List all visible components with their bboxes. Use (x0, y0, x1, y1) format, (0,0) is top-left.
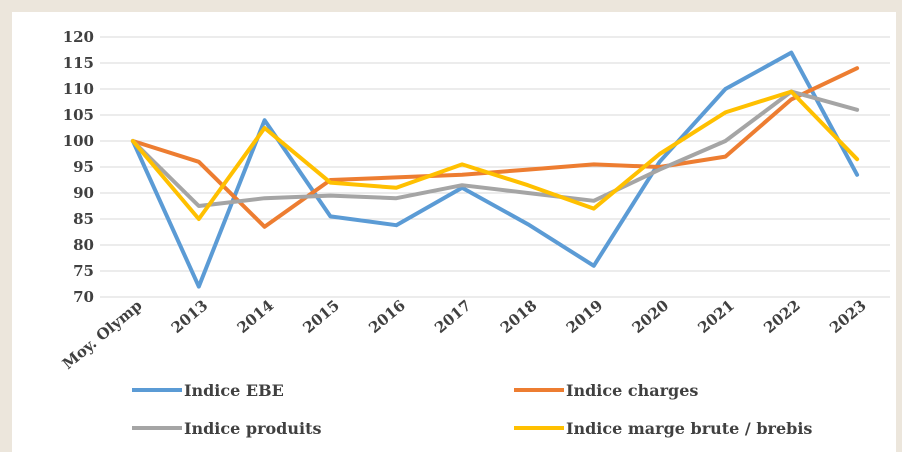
y-tick-label-110: 110 (63, 80, 94, 98)
y-tick-label-105: 105 (63, 106, 94, 124)
legend-label-indice-charges: Indice charges (566, 381, 698, 400)
series-line-indice-produits (130, 89, 860, 208)
y-tick-label-100: 100 (63, 132, 94, 150)
x-tick-label-2017: 2017 (431, 296, 475, 337)
y-tick-label-80: 80 (73, 236, 94, 254)
x-tick-label-2013: 2013 (168, 296, 212, 337)
x-tick-label-2015: 2015 (299, 296, 343, 337)
y-tick-label-95: 95 (73, 158, 94, 176)
x-tick-label-2022: 2022 (760, 296, 804, 337)
y-tick-label-120: 120 (63, 28, 94, 46)
legend-label-indice-produits: Indice produits (184, 419, 321, 438)
x-tick-label-2020: 2020 (629, 296, 673, 337)
y-tick-label-115: 115 (63, 54, 94, 72)
legend-label-indice-marge-brute-brebis: Indice marge brute / brebis (566, 419, 812, 438)
legend-label-indice-ebe: Indice EBE (184, 381, 284, 400)
y-tick-label-85: 85 (73, 210, 94, 228)
x-tick-label-2016: 2016 (365, 296, 409, 337)
series-line-indice-marge-brute-brebis (130, 89, 860, 221)
x-tick-label-2019: 2019 (563, 296, 607, 337)
y-tick-label-90: 90 (73, 184, 94, 202)
x-tick-label-moy-olymp: Moy. Olymp (59, 296, 146, 373)
y-tick-label-70: 70 (73, 288, 94, 306)
x-tick-label-2021: 2021 (694, 296, 738, 337)
y-tick-label-75: 75 (73, 262, 94, 280)
x-tick-label-2014: 2014 (234, 296, 278, 337)
chart-card: 70 75 80 85 90 95 100 105 110 115 120 Moy. Olymp 201… (12, 12, 896, 452)
series-line-indice-ebe (130, 50, 860, 289)
x-tick-label-2023: 2023 (826, 296, 870, 337)
series-line-indice-charges (130, 66, 860, 229)
x-tick-label-2018: 2018 (497, 296, 541, 337)
line-chart: 70 75 80 85 90 95 100 105 110 115 120 Moy. Olymp 201… (59, 28, 890, 438)
